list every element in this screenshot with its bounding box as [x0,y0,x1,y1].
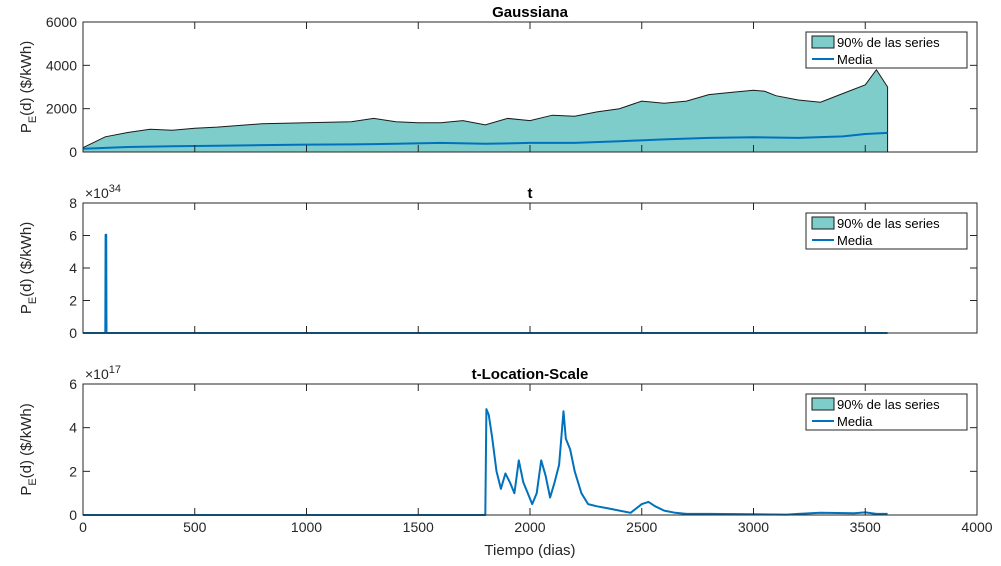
series-mean-line [83,408,888,516]
legend: 90% de las series Media [805,31,968,69]
y-axis-label: PE(d) ($/kWh) [18,41,39,133]
y-tick-label: 4 [69,420,77,436]
legend-label-mean: Media [837,233,873,248]
y-tick-label: 6 [69,376,77,392]
y-tick-label: 2 [69,293,77,309]
x-tick-label: 2500 [626,519,657,535]
y-tick-label: 0 [69,144,77,160]
x-tick-label: 1000 [291,519,322,535]
legend: 90% de las series Media [805,212,968,250]
axis-exponent: ×1034 [85,183,121,201]
x-tick-label: 1500 [403,519,434,535]
legend-swatch-band [811,397,835,411]
y-tick-label: 8 [69,195,77,211]
y-tick-label: 0 [69,325,77,341]
legend-label-band: 90% de las series [837,35,940,50]
x-tick-label: 500 [183,519,207,535]
legend-swatch-band [811,35,835,49]
chart-title: t-Location-Scale [472,366,589,383]
y-tick-label: 4000 [46,57,77,73]
x-tick-label: 3000 [738,519,769,535]
y-tick-label: 6 [69,228,77,244]
legend-label-mean: Media [837,414,873,429]
legend-label-mean: Media [837,52,873,67]
y-tick-label: 2 [69,463,77,479]
legend-label-band: 90% de las series [837,397,940,412]
plot-panel-2: 0 2 4 6 8 t ×1034 PE(d) ($/kWh) 90% de las serie… [18,183,978,341]
axis-exponent: ×1017 [85,364,121,382]
plot-panel-3: 0 2 4 6 0 500 1000 1500 2000 2500 3000 3500 4000 t-Lo… [18,364,993,559]
legend-swatch-band [811,216,835,230]
legend-label-band: 90% de las series [837,216,940,231]
chart-title: Gaussiana [492,4,569,21]
y-tick-label: 4 [69,260,77,276]
y-axis-label: PE(d) ($/kWh) [18,403,39,495]
legend: 90% de las series Media [805,393,968,431]
x-tick-label: 3500 [850,519,881,535]
series-mean-line [82,131,888,150]
y-tick-label: 2000 [46,101,77,117]
x-tick-label: 2000 [514,519,545,535]
y-tick-label: 0 [69,507,77,523]
plot-panel-1: 0 2000 4000 6000 Gaussiana PE(d) ($/kWh) 90% d… [18,4,978,160]
chart-title: t [528,185,533,202]
x-tick-label: 0 [79,519,87,535]
y-tick-label: 6000 [46,14,77,30]
x-tick-label: 4000 [961,519,992,535]
x-axis-label: Tiempo (dias) [484,542,575,559]
y-axis-label: PE(d) ($/kWh) [18,222,39,314]
